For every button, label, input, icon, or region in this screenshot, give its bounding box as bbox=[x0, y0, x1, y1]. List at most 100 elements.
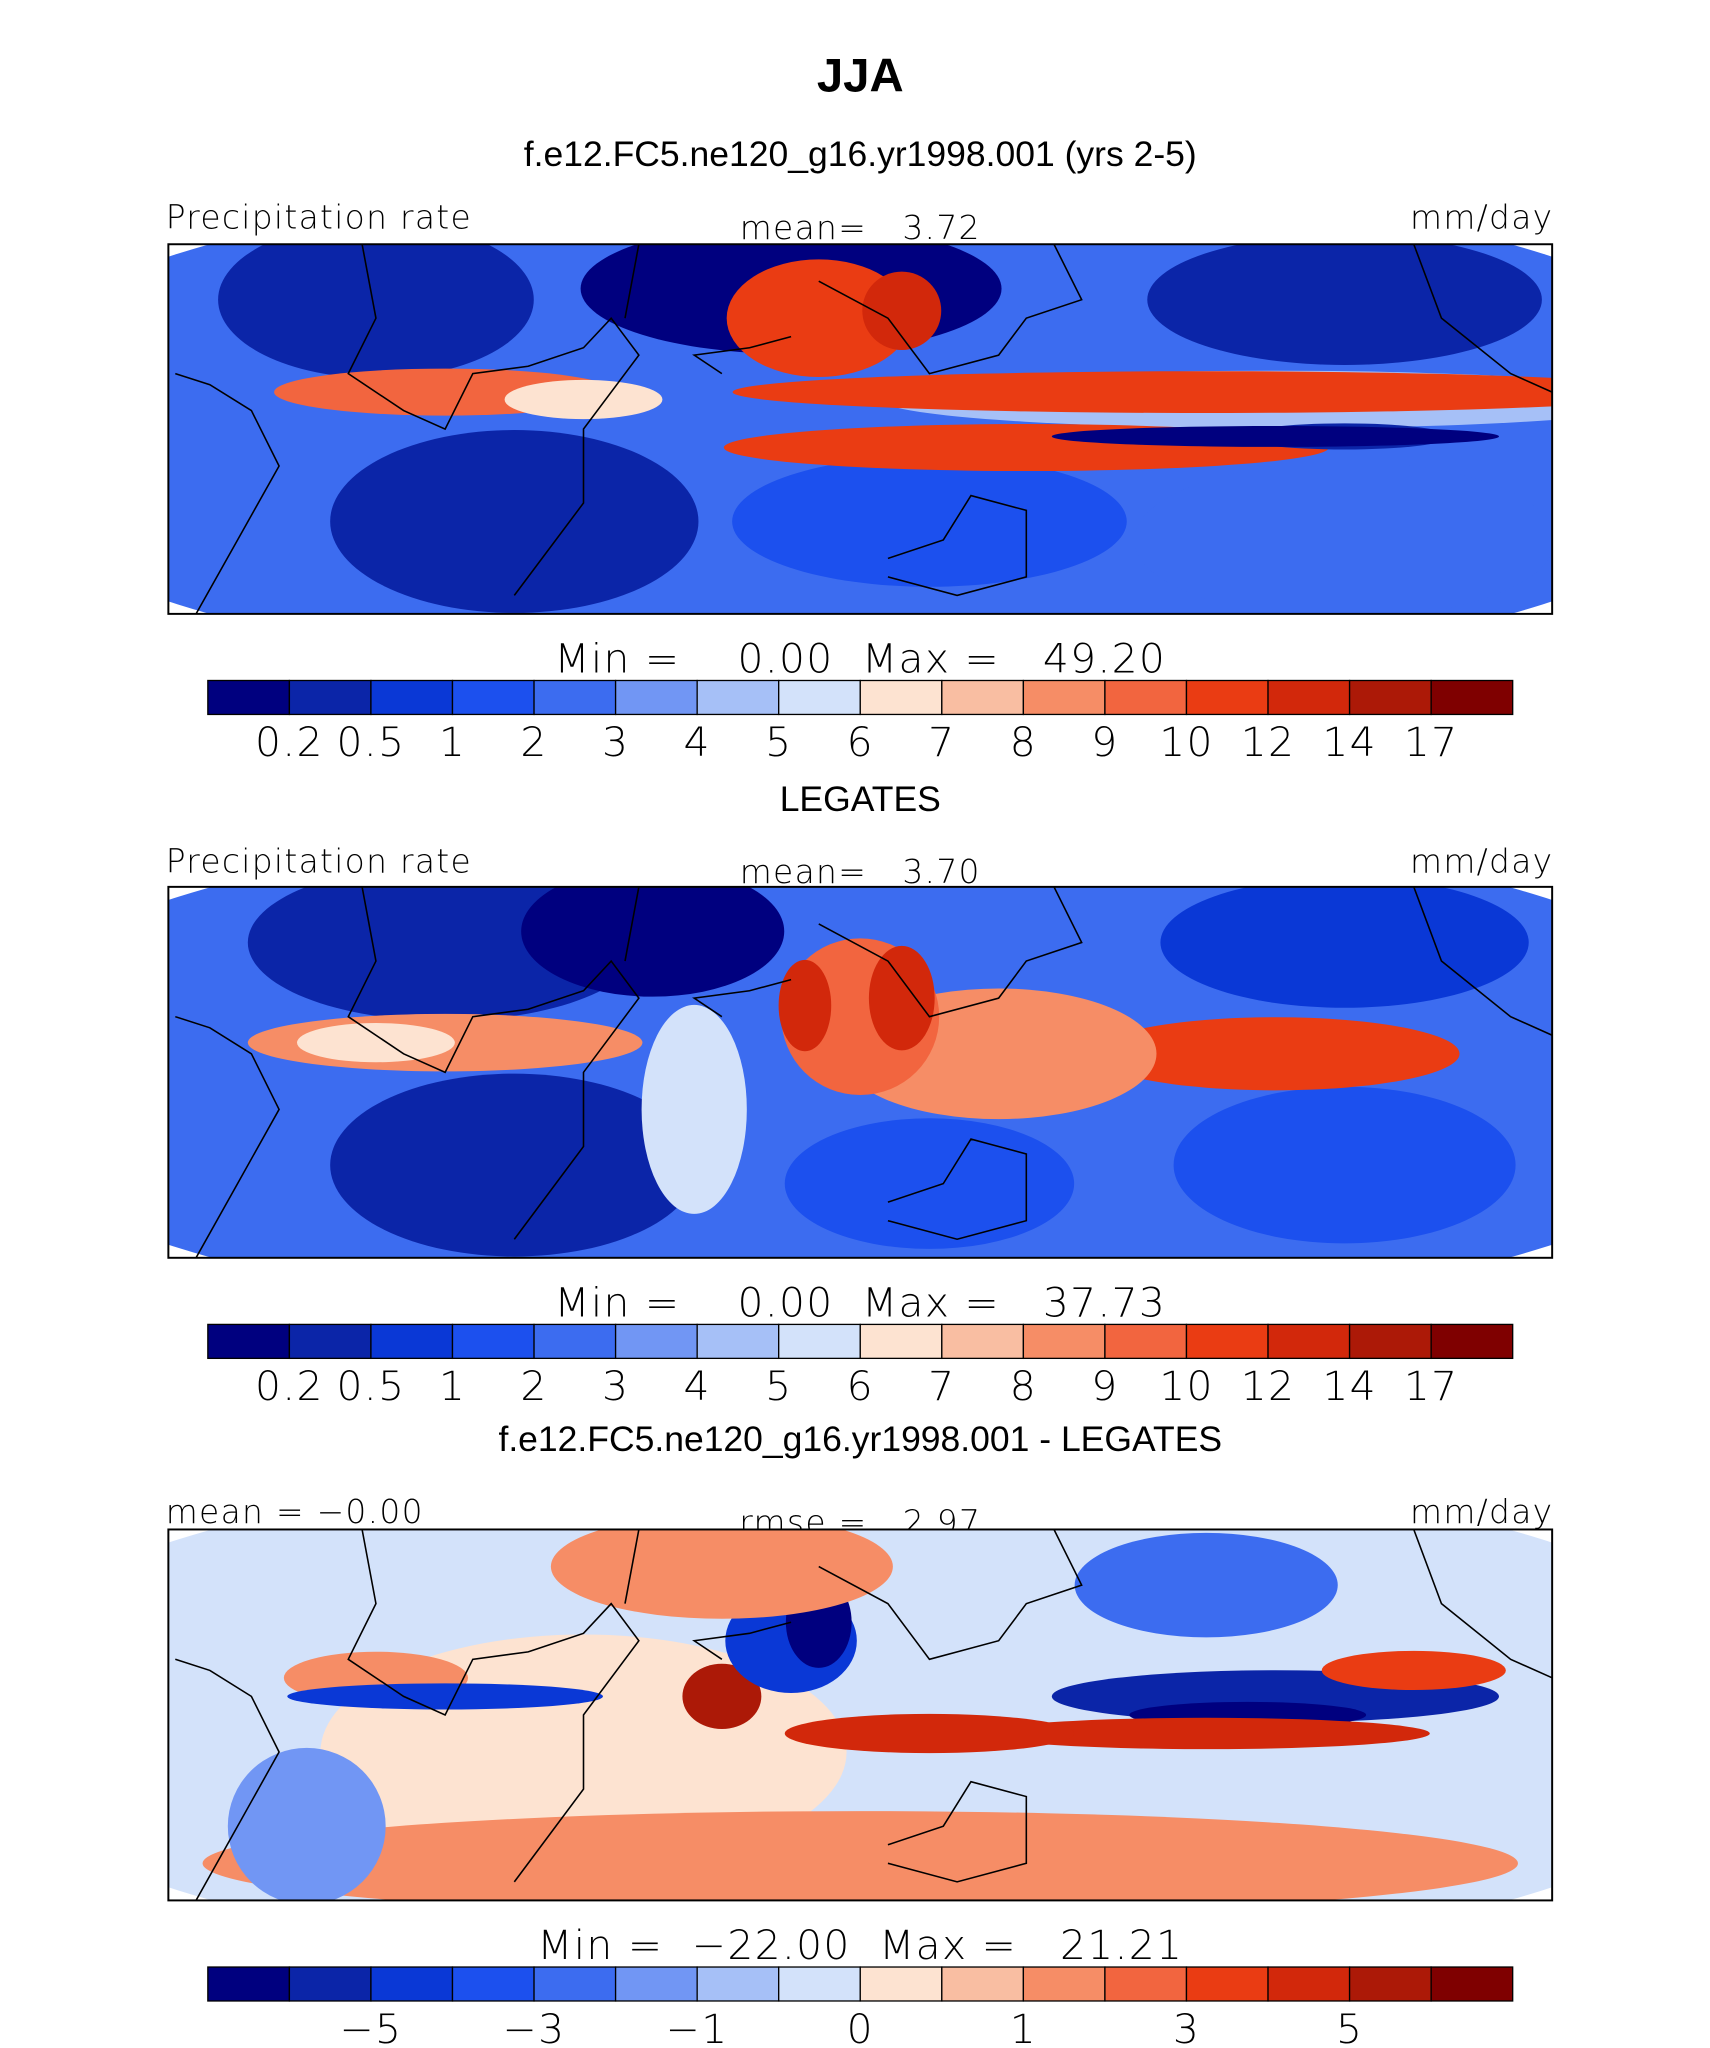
colorbar-box bbox=[696, 679, 780, 716]
colorbar-box bbox=[288, 679, 372, 716]
field-region bbox=[504, 379, 663, 420]
field-region bbox=[641, 1004, 747, 1214]
map-frame bbox=[167, 243, 1554, 615]
colorbar-box bbox=[859, 1966, 943, 2002]
colorbar-label: 7 bbox=[928, 1362, 955, 1410]
colorbar-label: 7 bbox=[928, 718, 955, 766]
panel-title: f.e12.FC5.ne120_g16.yr1998.001 - LEGATES bbox=[498, 1420, 1222, 1459]
center-label: mean= 3.70 bbox=[740, 853, 981, 891]
field-region bbox=[682, 1663, 762, 1730]
colorbar-box bbox=[1267, 1966, 1351, 2002]
coastline bbox=[175, 1015, 280, 1258]
coastline bbox=[887, 1138, 1028, 1241]
colorbar-label: 6 bbox=[847, 1362, 874, 1410]
colorbar-label: 1 bbox=[439, 1362, 466, 1410]
colorbar-label: 1 bbox=[439, 718, 466, 766]
colorbar-label: 14 bbox=[1322, 1362, 1377, 1410]
colorbar-box bbox=[451, 1966, 535, 2002]
field-region bbox=[1074, 1532, 1338, 1638]
field-region bbox=[1321, 1650, 1506, 1691]
coastline bbox=[347, 1529, 640, 1883]
colorbar-box bbox=[614, 1323, 698, 1360]
coastline bbox=[692, 335, 792, 375]
field-region bbox=[202, 1811, 1518, 1901]
colorbar-box bbox=[1348, 1966, 1432, 2002]
min-max: Min = −22.00 Max = 21.21 bbox=[537, 1921, 1183, 1969]
colorbar-box bbox=[451, 1323, 535, 1360]
colorbar-box bbox=[778, 1323, 861, 1360]
colorbar-label: 17 bbox=[1404, 1362, 1459, 1410]
colorbar-box bbox=[1348, 679, 1432, 716]
colorbar-box bbox=[859, 679, 943, 716]
left-label: Precipitation rate bbox=[166, 843, 472, 881]
field-region bbox=[330, 1073, 699, 1257]
coastline bbox=[624, 886, 640, 962]
colorbar-box bbox=[1104, 1323, 1188, 1360]
colorbar-box bbox=[1022, 1323, 1106, 1360]
coastline bbox=[624, 1529, 640, 1604]
map-frame bbox=[167, 885, 1554, 1259]
coastline bbox=[818, 886, 1083, 1018]
field-region bbox=[784, 1713, 1075, 1754]
field-region bbox=[732, 456, 1127, 587]
colorbar-box bbox=[1430, 1323, 1514, 1360]
coastline bbox=[1413, 886, 1553, 1036]
colorbar-box bbox=[533, 1323, 617, 1360]
coastline bbox=[692, 978, 792, 1018]
colorbar-box bbox=[370, 1323, 454, 1360]
min-max: Min = 0.00 Max = 49.20 bbox=[554, 635, 1166, 683]
colorbar-label: 1 bbox=[1010, 2005, 1037, 2048]
field-region bbox=[1173, 1086, 1516, 1244]
map-frame bbox=[167, 1528, 1554, 1902]
colorbar-label: 4 bbox=[684, 1362, 711, 1410]
field-region bbox=[218, 244, 534, 379]
colorbar-label: 0.2 bbox=[255, 1362, 324, 1410]
colorbar-box bbox=[1022, 1966, 1106, 2002]
colorbar-box bbox=[941, 1323, 1025, 1360]
colorbar-box bbox=[207, 1966, 291, 2002]
colorbar-box bbox=[288, 1966, 372, 2002]
figure-title: JJA bbox=[817, 49, 904, 102]
colorbar-box bbox=[1267, 679, 1351, 716]
coastline bbox=[1413, 244, 1553, 393]
coastline bbox=[347, 886, 640, 1240]
colorbar-box bbox=[941, 1966, 1025, 2002]
field-region bbox=[1051, 426, 1500, 447]
coastline bbox=[347, 244, 640, 596]
colorbar-label: 12 bbox=[1241, 718, 1296, 766]
colorbar-label: 5 bbox=[765, 718, 792, 766]
field-region bbox=[784, 1118, 1075, 1249]
colorbar-label: 2 bbox=[520, 718, 547, 766]
field-region bbox=[330, 430, 699, 613]
colorbar-box bbox=[614, 1966, 698, 2002]
field-region bbox=[726, 259, 911, 377]
colorbar-box bbox=[941, 679, 1025, 716]
colorbar-box bbox=[533, 679, 617, 716]
colorbar-box bbox=[370, 1966, 454, 2002]
field-region bbox=[550, 1529, 893, 1619]
panel-title: f.e12.FC5.ne120_g16.yr1998.001 (yrs 2-5) bbox=[524, 135, 1197, 174]
right-label: mm/day bbox=[1410, 843, 1553, 881]
left-label: mean = −0.00 bbox=[166, 1493, 424, 1531]
colorbar-label: 5 bbox=[1336, 2005, 1363, 2048]
coastline bbox=[175, 372, 280, 614]
colorbar-label: 9 bbox=[1091, 1362, 1118, 1410]
coastline bbox=[887, 494, 1028, 597]
colorbar-label: 5 bbox=[765, 1362, 792, 1410]
field-region bbox=[868, 945, 935, 1051]
field-region bbox=[227, 1747, 386, 1901]
colorbar-box bbox=[778, 679, 861, 716]
colorbar-label: 4 bbox=[684, 718, 711, 766]
colorbar-label: 0.5 bbox=[337, 1362, 406, 1410]
colorbar-label: −5 bbox=[340, 2005, 403, 2048]
panel-title: LEGATES bbox=[780, 780, 941, 819]
colorbar-box bbox=[859, 1323, 943, 1360]
right-label: mm/day bbox=[1410, 199, 1553, 237]
colorbar-label: 8 bbox=[1010, 718, 1037, 766]
coastline bbox=[818, 1529, 1083, 1661]
colorbar-label: 10 bbox=[1159, 718, 1214, 766]
colorbar-box bbox=[370, 679, 454, 716]
colorbar-box bbox=[778, 1966, 861, 2002]
colorbar-label: 3 bbox=[602, 1362, 629, 1410]
colorbar-box bbox=[207, 1323, 291, 1360]
